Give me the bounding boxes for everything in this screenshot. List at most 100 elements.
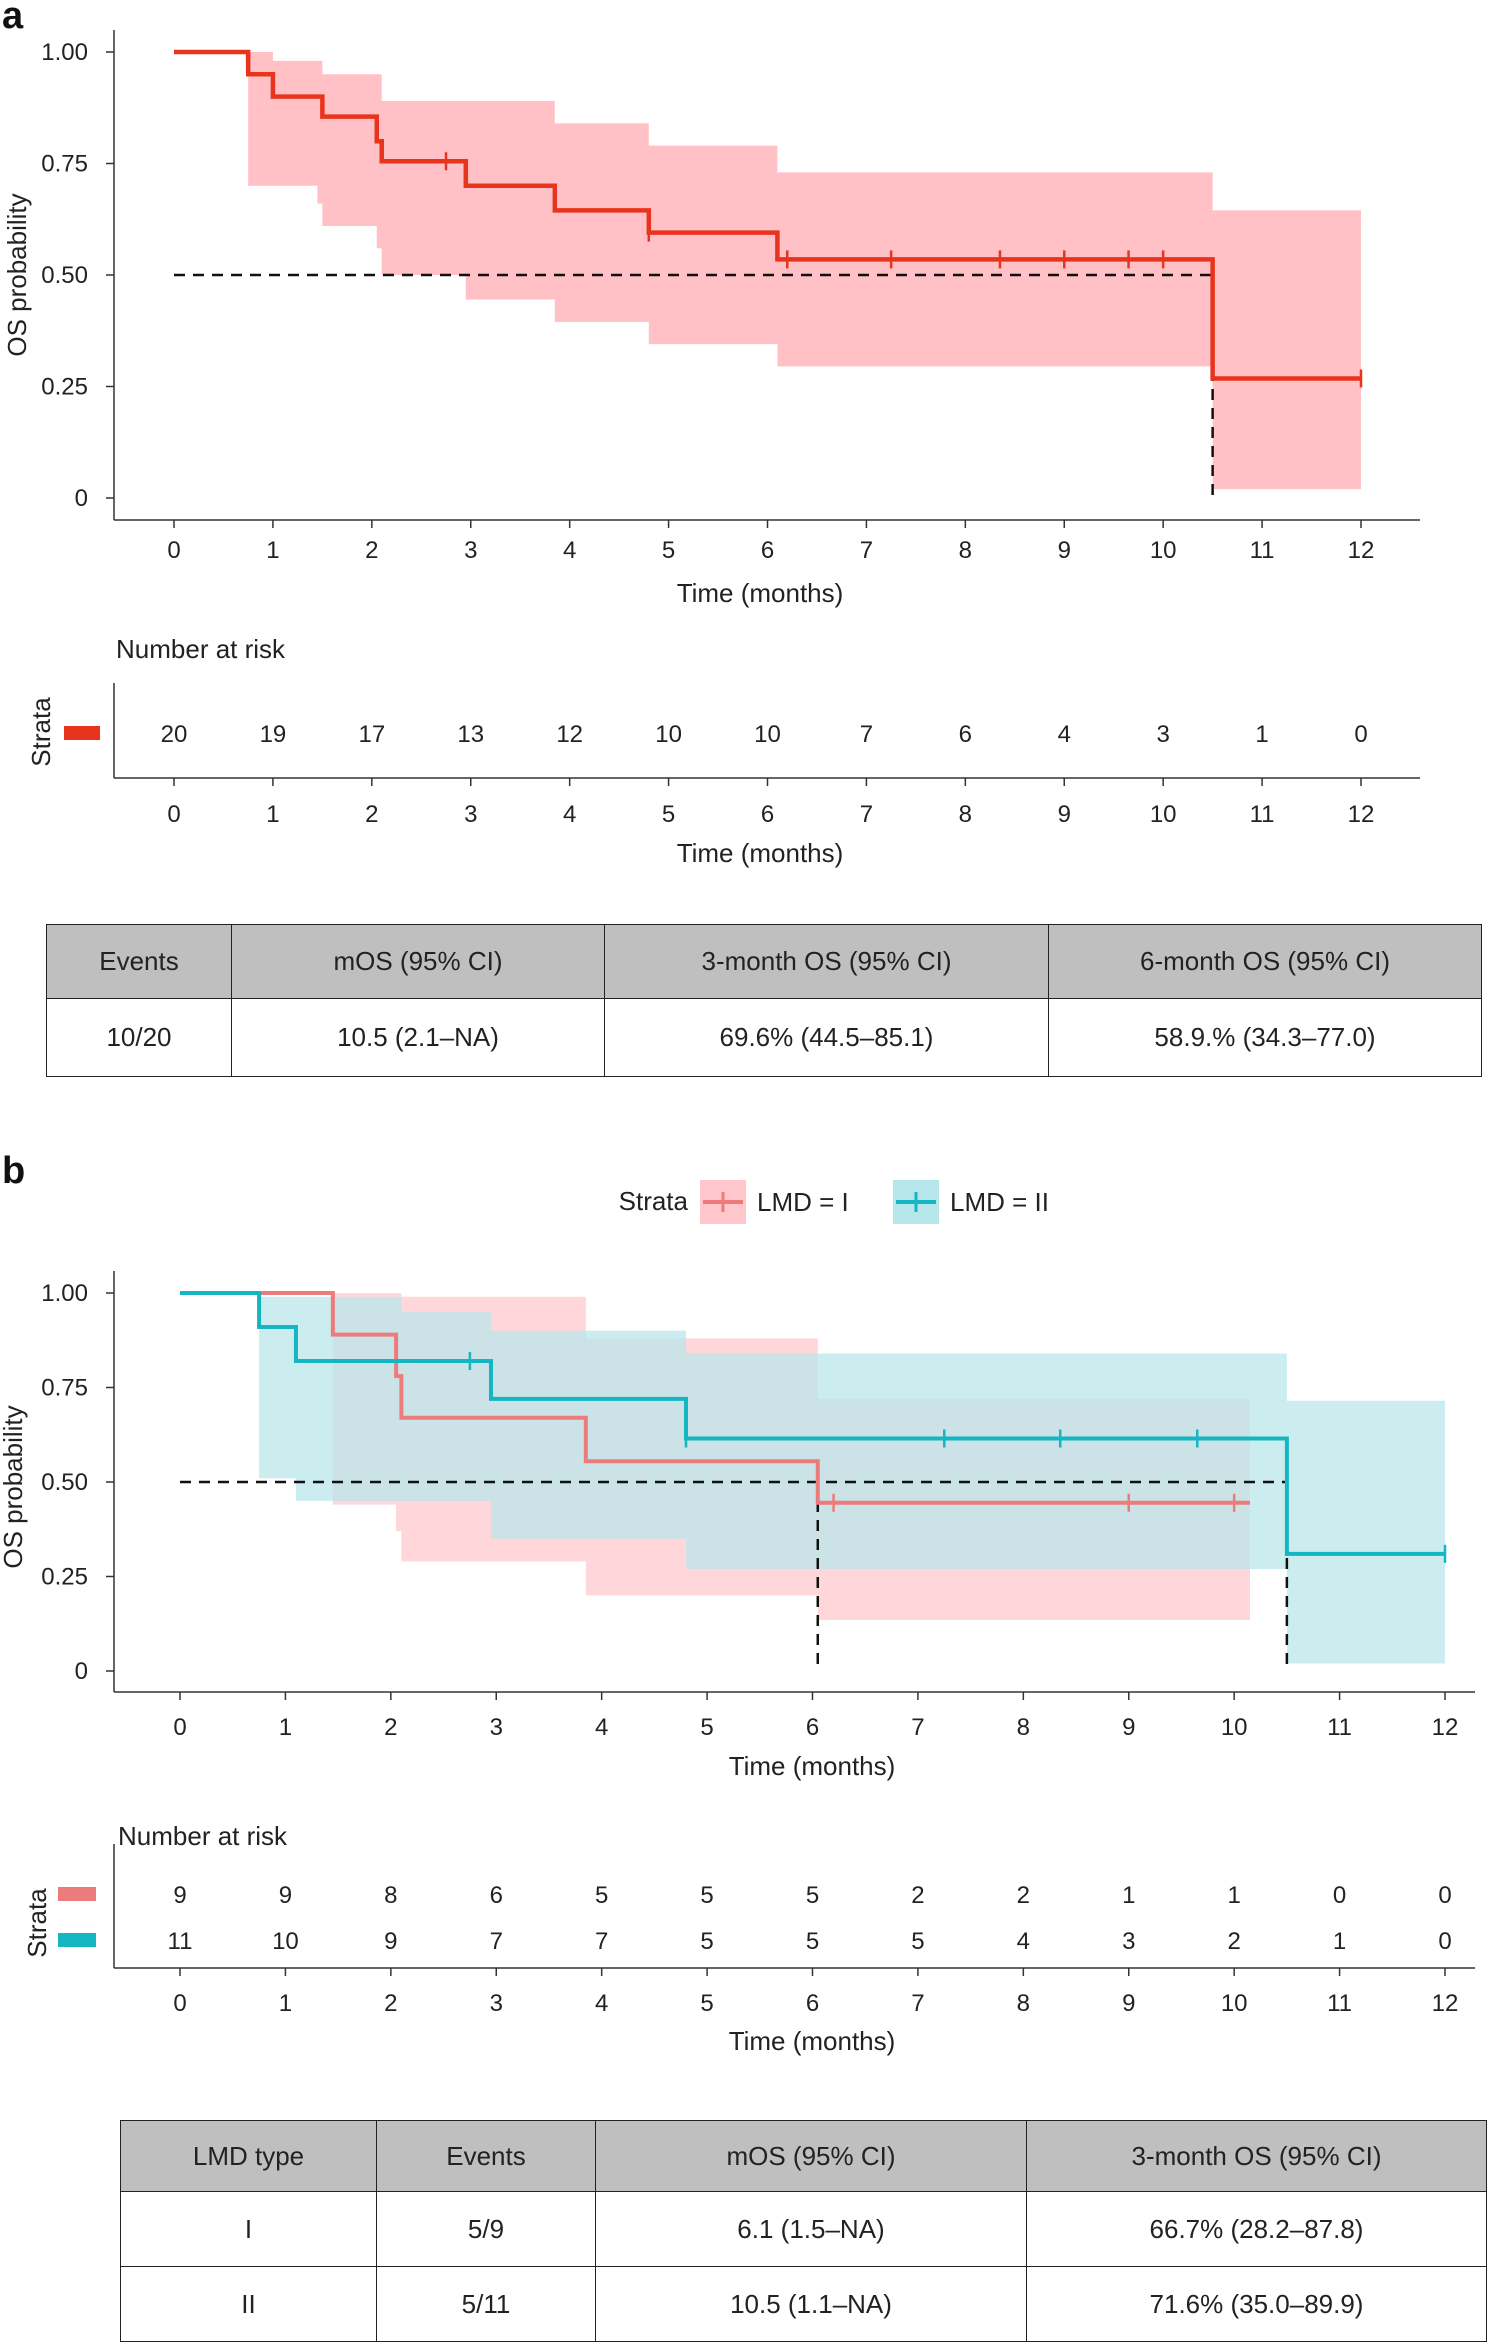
panel-a-letter: a [2,0,24,37]
panel-b-y-tick-label: 0.25 [41,1564,88,1591]
panel-b-risk-x-tick-label: 0 [173,1990,186,2017]
panel-a-risk-x-tick-label: 8 [959,801,972,828]
panel-a-risk-count: 3 [1156,721,1169,748]
panel-b-x-tick-label: 8 [1017,1714,1030,1741]
table-b-cell-3mo-1: 66.7% (28.2–87.8) [1026,2191,1487,2267]
panel-b-risk-x-tick-label: 10 [1221,1990,1248,2017]
panel-a-y-tick-label: 0.25 [41,374,88,401]
panel-b-risk-x-tick-label: 9 [1122,1990,1135,2017]
table-b-cell-mos-1: 6.1 (1.5–NA) [595,2191,1027,2267]
panel-b-x-tick-label: 6 [806,1714,819,1741]
panel-b-risk-count: 10 [272,1928,299,1955]
panel-a-x-tick-label: 1 [266,537,279,564]
panel-b-x-tick-label: 7 [911,1714,924,1741]
panel-a-risk-x-tick-label: 5 [662,801,675,828]
panel-b-risk-count: 1 [1333,1928,1346,1955]
panel-b-risk-count: 0 [1333,1882,1346,1909]
panel-a-strata-label: Strata [26,697,56,767]
panel-b-risk-x-tick-label: 5 [700,1990,713,2017]
panel-b-xaxis-label: Time (months) [729,1751,896,1781]
panel-b-risk-count: 4 [1017,1928,1030,1955]
panel-a-y-tick-label: 0 [75,485,88,512]
panel-a-risk-count: 13 [457,721,484,748]
table-b-cell-lmd-1: I [120,2191,377,2267]
panel-b-risk-count: 5 [595,1882,608,1909]
panel-a-x-tick-label: 11 [1250,537,1275,564]
table-a-cell-events: 10/20 [46,998,232,1077]
panel-a-x-tick-label: 8 [959,537,972,564]
panel-a-risk-xaxis-label: Time (months) [677,838,844,868]
panel-a-x-tick-label: 9 [1058,537,1071,564]
panel-a-risk-count: 19 [260,721,287,748]
panel-a-x-tick-label: 7 [860,537,873,564]
panel-b-risk-strata-swatch-2 [58,1933,96,1947]
results-table-b: LMD type Events mOS (95% CI) 3-month OS … [120,2120,1487,2342]
table-b-cell-lmd-2: II [120,2266,377,2342]
table-a-header-6mo: 6-month OS (95% CI) [1048,924,1482,999]
panel-b-risk-x-tick-label: 4 [595,1990,608,2017]
panel-b-risk-count: 5 [911,1928,924,1955]
panel-b-risk-count: 2 [1017,1882,1030,1909]
panel-a-risk-count: 4 [1058,721,1071,748]
panel-b-risk-count: 5 [806,1882,819,1909]
panel-b-risk-x-tick-label: 6 [806,1990,819,2017]
panel-b-risk-x-tick-label: 8 [1017,1990,1030,2017]
panel-b-risk-x-tick-label: 11 [1327,1990,1352,2017]
panel-b-risk-count: 2 [1227,1928,1240,1955]
panel-a-risk-x-tick-label: 9 [1058,801,1071,828]
panel-a-risk-x-tick-label: 6 [761,801,774,828]
panel-b-risk-x-tick-label: 1 [279,1990,292,2017]
panel-b-x-tick-label: 9 [1122,1714,1135,1741]
panel-b-yaxis-label: OS probability [0,1405,28,1568]
table-a-cell-3mo: 69.6% (44.5–85.1) [604,998,1049,1077]
panel-b-risk-count: 0 [1438,1928,1451,1955]
panel-b-risk-count: 11 [168,1928,193,1955]
panel-b-ci-band-2 [180,1293,1445,1664]
panel-b-risk-count: 2 [911,1882,924,1909]
table-a-cell-mos: 10.5 (2.1–NA) [231,998,605,1077]
panel-b-risk-count: 9 [384,1928,397,1955]
panel-b-risk-x-tick-label: 7 [911,1990,924,2017]
panel-b-x-tick-label: 12 [1432,1714,1459,1741]
panel-b-risk-count: 1 [1227,1882,1240,1909]
panel-a-risk-title: Number at risk [116,634,286,664]
panel-b-x-tick-label: 3 [490,1714,503,1741]
table-a-header-mos: mOS (95% CI) [231,924,605,999]
panel-b-risk-x-tick-label: 2 [384,1990,397,2017]
panel-a-risk-count: 10 [655,721,682,748]
panel-b-risk-count: 5 [700,1882,713,1909]
panel-b-risk-count: 9 [279,1882,292,1909]
panel-b-risk-count: 0 [1438,1882,1451,1909]
panel-a-y-tick-label: 1.00 [41,39,88,66]
table-b-header-events: Events [376,2120,596,2192]
panel-a-x-tick-label: 4 [563,537,576,564]
panel-a-risk-count: 7 [860,721,873,748]
panel-b-risk-count: 7 [595,1928,608,1955]
panel-b-x-tick-label: 4 [595,1714,608,1741]
panel-b-risk-count: 9 [173,1882,186,1909]
panel-a-risk-x-tick-label: 2 [365,801,378,828]
panel-b-risk-x-tick-label: 3 [490,1990,503,2017]
panel-b-risk-count: 5 [806,1928,819,1955]
panel-b-y-tick-label: 0.75 [41,1375,88,1402]
table-b-cell-events-2: 5/11 [376,2266,596,2342]
panel-b-strata-label: Strata [22,1888,52,1958]
panel-a-risk-x-tick-label: 1 [266,801,279,828]
panel-b-x-tick-label: 5 [700,1714,713,1741]
panel-a-risk-strata-swatch-1 [64,726,100,740]
table-b-header-lmd: LMD type [120,2120,377,2192]
panel-b-risk-count: 5 [700,1928,713,1955]
panel-a-risk-x-tick-label: 10 [1150,801,1177,828]
table-b-cell-3mo-2: 71.6% (35.0–89.9) [1026,2266,1487,2342]
table-b-cell-events-1: 5/9 [376,2191,596,2267]
table-b-header-mos: mOS (95% CI) [595,2120,1027,2192]
table-b-cell-mos-2: 10.5 (1.1–NA) [595,2266,1027,2342]
table-row: II 5/11 10.5 (1.1–NA) 71.6% (35.0–89.9) [120,2266,1487,2342]
table-b-header-3mo: 3-month OS (95% CI) [1026,2120,1487,2192]
panel-b-risk-count: 8 [384,1882,397,1909]
panel-b-y-tick-label: 0.50 [41,1469,88,1496]
panel-b-risk-count: 1 [1122,1882,1135,1909]
panel-a-risk-x-tick-label: 0 [167,801,180,828]
